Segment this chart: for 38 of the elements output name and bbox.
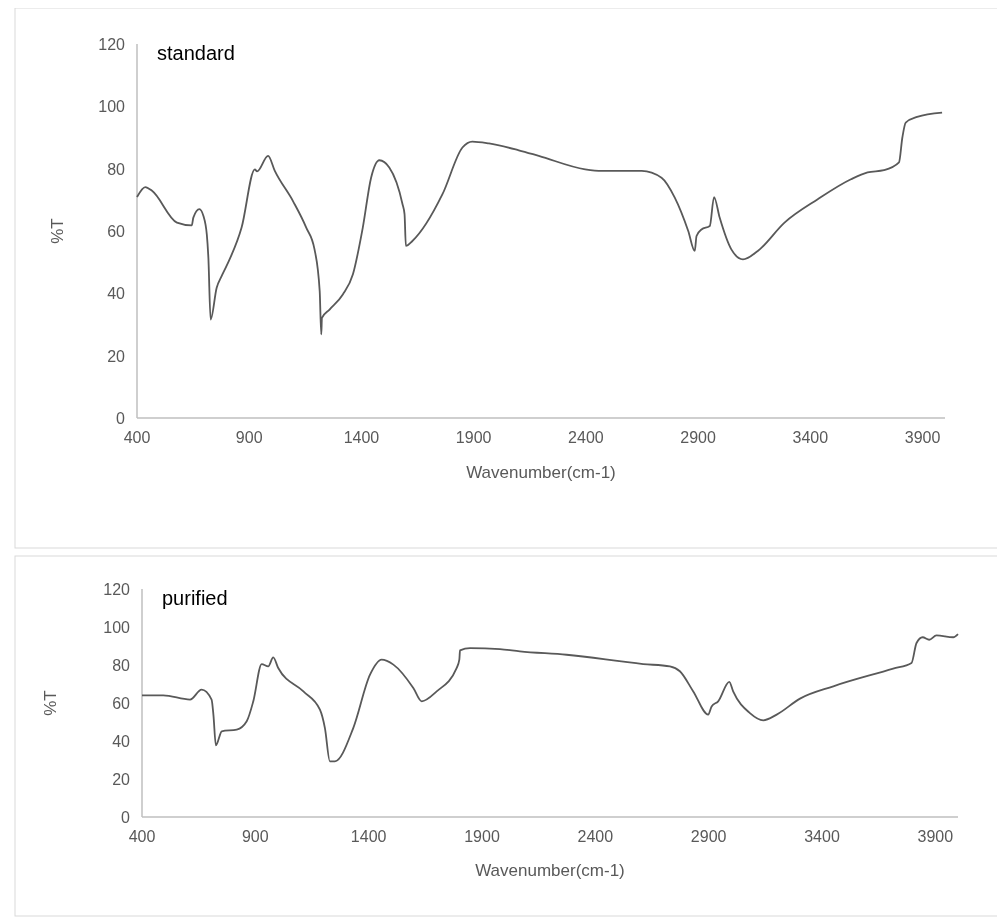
line-series xyxy=(136,111,943,336)
y-tick-label: 120 xyxy=(103,581,131,598)
x-axis-title: Wavenumber(cm-1) xyxy=(466,463,616,482)
y-tick-label: 120 xyxy=(98,36,126,53)
y-axis-title: %T xyxy=(48,218,67,244)
y-tick-label: 100 xyxy=(103,619,131,636)
chart-title: standard xyxy=(157,42,235,64)
y-tick-label: 60 xyxy=(112,695,131,712)
x-tick-label: 2400 xyxy=(568,429,604,446)
line-series xyxy=(141,633,959,763)
y-tick-label: 40 xyxy=(112,733,131,750)
x-tick-label: 400 xyxy=(128,828,156,845)
y-axis-title: %T xyxy=(41,690,60,716)
x-tick-label: 3400 xyxy=(804,828,840,845)
x-tick-label: 900 xyxy=(241,828,269,845)
x-tick-label: 900 xyxy=(235,429,263,446)
y-tick-label: 20 xyxy=(107,347,126,365)
y-tick-label: 80 xyxy=(112,657,131,674)
x-tick-label: 3900 xyxy=(904,429,941,446)
y-tick-label: 0 xyxy=(121,809,131,826)
x-tick-label: 400 xyxy=(123,429,151,446)
x-tick-label: 2900 xyxy=(690,828,727,845)
y-tick-label: 80 xyxy=(107,160,126,178)
x-tick-label: 1900 xyxy=(464,828,500,845)
x-tick-label: 1900 xyxy=(455,429,492,446)
y-tick-label: 20 xyxy=(112,771,131,788)
x-tick-label: 1400 xyxy=(343,429,380,446)
x-axis-title: Wavenumber(cm-1) xyxy=(475,861,625,880)
x-tick-label: 2900 xyxy=(680,429,717,446)
x-tick-label: 3400 xyxy=(792,429,829,446)
x-tick-label: 2400 xyxy=(577,828,614,845)
y-tick-label: 0 xyxy=(116,410,126,427)
x-tick-label: 1400 xyxy=(350,828,387,845)
x-tick-label: 3900 xyxy=(917,828,954,845)
chart-title: purified xyxy=(162,587,228,609)
y-tick-label: 60 xyxy=(107,223,126,240)
y-tick-label: 100 xyxy=(98,98,126,116)
y-tick-label: 40 xyxy=(107,285,126,303)
